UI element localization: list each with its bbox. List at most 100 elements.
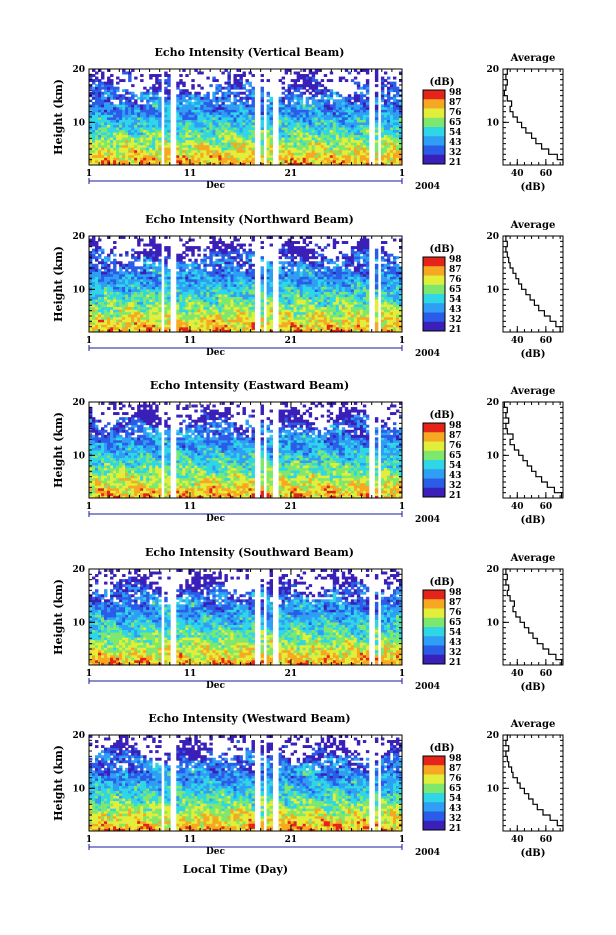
heatmap-cell — [282, 271, 285, 274]
heatmap-cell — [206, 264, 209, 267]
heatmap-cell — [143, 259, 146, 262]
heatmap-cell — [98, 140, 101, 143]
heatmap-cell — [315, 122, 318, 125]
heatmap-cell — [167, 289, 170, 292]
heatmap-cell — [92, 82, 95, 85]
heatmap-cell — [252, 279, 255, 282]
heatmap-cell — [158, 309, 161, 312]
heatmap-cell — [270, 132, 273, 135]
heatmap-cell — [98, 302, 101, 305]
heatmap-cell — [396, 132, 399, 135]
heatmap-cell — [387, 107, 390, 110]
heatmap-cell — [194, 319, 197, 322]
heatmap-cell — [236, 79, 239, 82]
heatmap-cell — [354, 155, 357, 158]
heatmap-cell — [206, 274, 209, 277]
heatmap-cell — [342, 157, 345, 160]
heatmap-cell — [270, 274, 273, 277]
heatmap-cell — [110, 304, 113, 307]
heatmap-cell — [384, 109, 387, 112]
heatmap-cell — [209, 309, 212, 312]
heatmap-cell — [282, 104, 285, 107]
heatmap-cell — [227, 137, 230, 140]
heatmap-cell — [125, 317, 128, 320]
heatmap-cell — [294, 117, 297, 120]
heatmap-cell — [230, 160, 233, 163]
heatmap-cell — [279, 304, 282, 307]
heatmap-cell — [221, 152, 224, 155]
heatmap-cell — [242, 145, 245, 148]
heatmap-cell — [191, 254, 194, 257]
heatmap-cell — [215, 307, 218, 310]
heatmap-cell — [134, 120, 137, 123]
heatmap-cell — [246, 274, 249, 277]
heatmap-cell — [149, 259, 152, 262]
heatmap-cell — [309, 112, 312, 115]
heatmap-cell — [242, 104, 245, 107]
heatmap-cell — [321, 94, 324, 97]
heatmap-cell — [354, 114, 357, 117]
heatmap-cell — [339, 99, 342, 102]
heatmap-cell — [101, 317, 104, 320]
heatmap-cell — [104, 104, 107, 107]
heatmap-cell — [227, 74, 230, 77]
heatmap-cell — [152, 97, 155, 100]
heatmap-cell — [137, 145, 140, 148]
heatmap-cell — [179, 292, 182, 295]
heatmap-cell — [246, 261, 249, 264]
heatmap-cell — [167, 114, 170, 117]
heatmap-cell — [149, 256, 152, 259]
heatmap-cell — [95, 279, 98, 282]
heatmap-cell — [107, 259, 110, 262]
heatmap-cell — [125, 97, 128, 100]
heatmap-cell — [107, 77, 110, 80]
heatmap-cell — [143, 160, 146, 163]
heatmap-cell — [125, 107, 128, 110]
heatmap-cell — [239, 322, 242, 325]
heatmap-cell — [309, 79, 312, 82]
heatmap-cell — [119, 271, 122, 274]
heatmap-cell — [252, 142, 255, 145]
heatmap-cell — [89, 322, 92, 325]
heatmap-cell — [381, 132, 384, 135]
heatmap-cell — [140, 120, 143, 123]
heatmap-cell — [122, 284, 125, 287]
heatmap-cell — [282, 140, 285, 143]
heatmap-cell — [182, 256, 185, 259]
heatmap-cell — [140, 304, 143, 307]
heatmap-cell — [227, 104, 230, 107]
heatmap-cell — [396, 102, 399, 105]
heatmap-cell — [288, 249, 291, 252]
heatmap-cell — [324, 155, 327, 158]
heatmap-cell — [206, 114, 209, 117]
heatmap-cell — [270, 292, 273, 295]
heatmap-cell — [182, 244, 185, 247]
heatmap-cell — [381, 155, 384, 158]
heatmap-cell — [125, 322, 128, 325]
heatmap-cell — [188, 269, 191, 272]
heatmap-cell — [227, 259, 230, 262]
heatmap-cell — [230, 130, 233, 133]
heatmap-cell — [291, 114, 294, 117]
heatmap-cell — [176, 125, 179, 128]
heatmap-cell — [309, 130, 312, 133]
heatmap-cell — [131, 160, 134, 163]
heatmap-cell — [249, 319, 252, 322]
heatmap-cell — [182, 284, 185, 287]
heatmap-cell — [288, 102, 291, 105]
heatmap-cell — [143, 92, 146, 95]
heatmap-cell — [206, 157, 209, 160]
heatmap-cell — [297, 107, 300, 110]
heatmap-cell — [137, 97, 140, 100]
heatmap-cell — [206, 284, 209, 287]
heatmap-cell — [122, 147, 125, 150]
heatmap-cell — [384, 102, 387, 105]
heatmap-cell — [390, 122, 393, 125]
heatmap-cell — [230, 127, 233, 130]
heatmap-cell — [252, 294, 255, 297]
heatmap-cell — [95, 314, 98, 317]
heatmap-cell — [185, 284, 188, 287]
heatmap-cell — [267, 132, 270, 135]
heatmap-cell — [351, 109, 354, 112]
heatmap-cell — [203, 289, 206, 292]
